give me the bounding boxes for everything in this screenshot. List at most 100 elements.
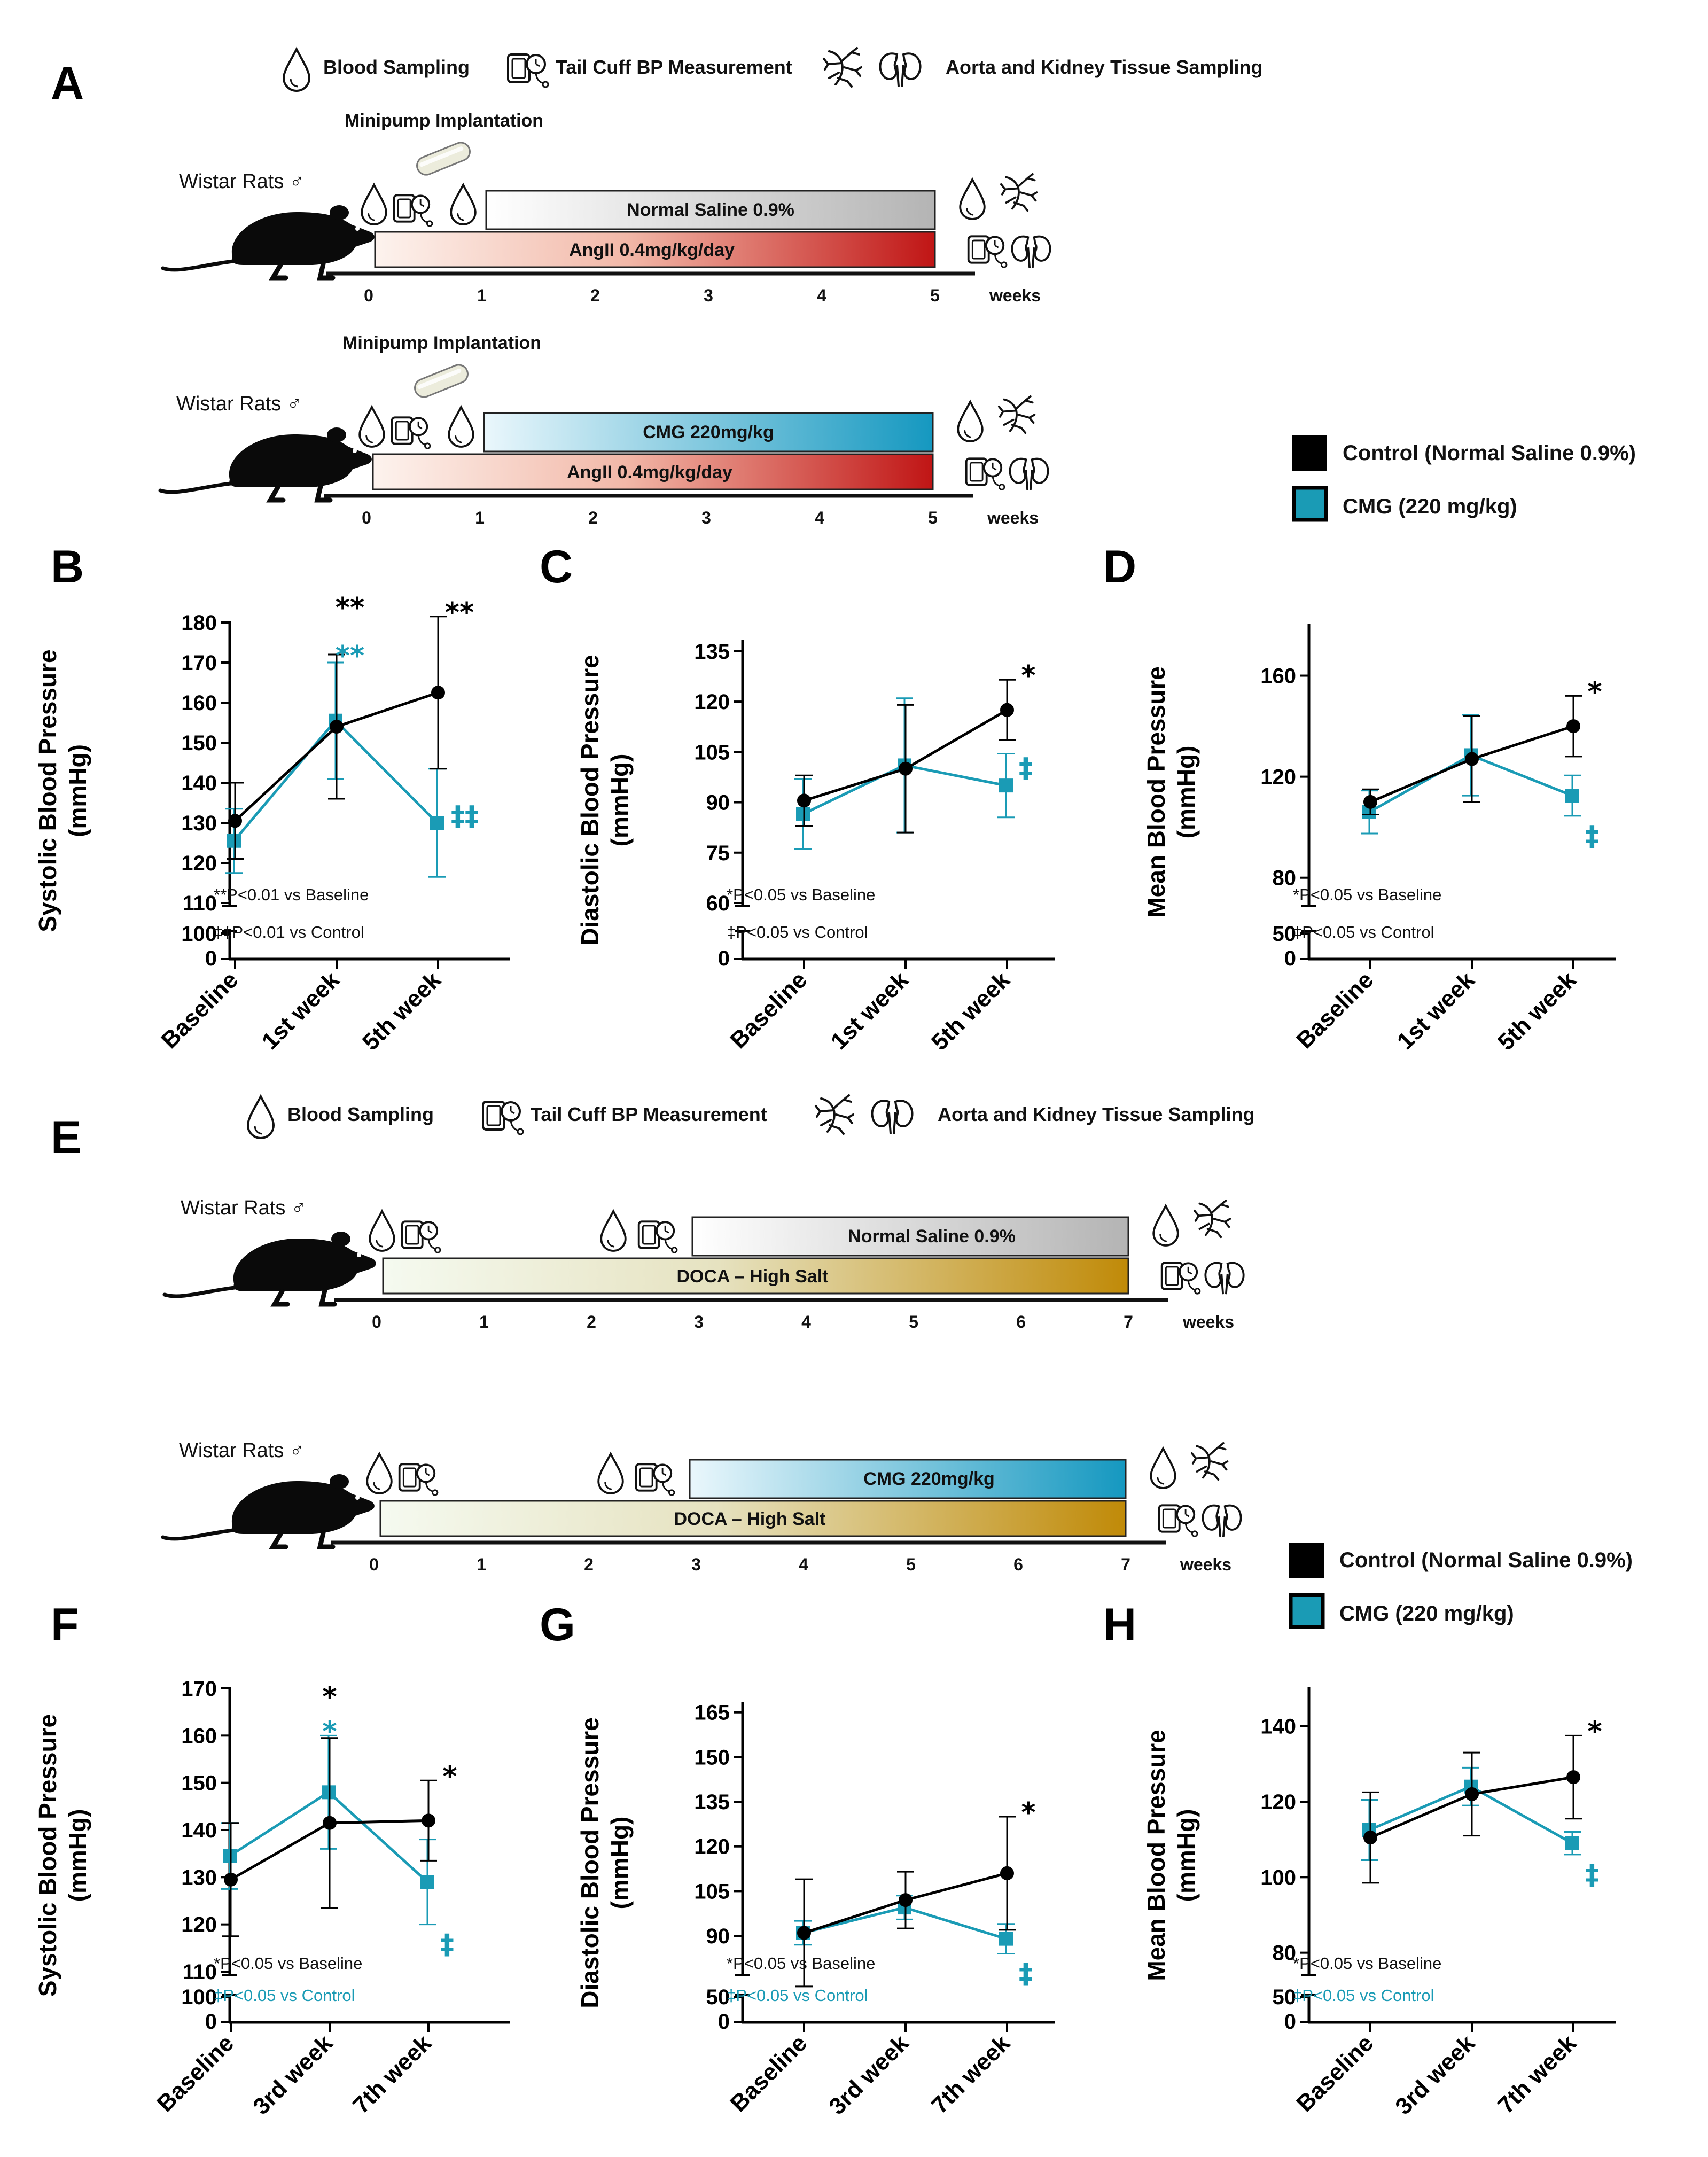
y-tick-label: 75 <box>706 842 730 865</box>
y-tick-label: 100 <box>1260 1866 1296 1889</box>
timeline-tick: 1 <box>477 286 487 305</box>
significance-marker: ‡ <box>1585 1859 1599 1891</box>
kidney-icon <box>879 52 922 88</box>
panel-label-A: A <box>51 58 84 109</box>
kidney-icon <box>871 1100 914 1135</box>
y-tick-label: 120 <box>1260 766 1296 789</box>
y-tick-label: 50 <box>1273 1985 1297 2009</box>
treatment-bar-top <box>689 1459 1127 1499</box>
series-legend: Control (Normal Saline 0.9%) CMG (220 mg/… <box>1292 435 1636 522</box>
y-tick-label: 100 <box>181 1985 217 2009</box>
aorta-icon <box>1190 1442 1229 1481</box>
bp-cuff-icon <box>398 1463 439 1497</box>
timeline-tick: 4 <box>817 286 826 305</box>
legend-label-control: Control (Normal Saline 0.9%) <box>1343 441 1636 465</box>
y-tick-label: 105 <box>694 1880 730 1903</box>
data-point-cmg <box>223 1849 237 1863</box>
x-tick-label: Baseline <box>1291 2030 1378 2117</box>
significance-marker: * <box>442 1761 457 1793</box>
y-axis-title: Diastolic Blood Pressure (mmHg) <box>576 1717 634 2008</box>
x-tick-label: Baseline <box>152 2030 239 2117</box>
chart-D: 80 120 160 500 Mean Blood Pressure (mmHg) Base… <box>1142 624 1616 1056</box>
panel-label-F: F <box>51 1599 79 1650</box>
y-tick-label: 90 <box>706 791 730 815</box>
legend-swatch-control <box>1289 1543 1324 1578</box>
aorta-icon <box>823 47 862 88</box>
note-control: ‡‡P<0.01 vs Control <box>214 923 364 941</box>
legend-label-cmg: CMG (220 mg/kg) <box>1339 1602 1514 1625</box>
y-tick-label: 135 <box>694 640 730 664</box>
significance-marker: * <box>1021 1797 1035 1829</box>
note-baseline: *P<0.05 vs Baseline <box>214 1954 362 1973</box>
y-tick-label: 160 <box>1260 665 1296 688</box>
timeline-tick: 0 <box>364 286 373 305</box>
kidney-icon <box>1009 457 1049 492</box>
data-point-control <box>1465 752 1479 766</box>
note-control: ‡P<0.05 vs Control <box>727 923 868 941</box>
bp-cuff-icon <box>507 53 549 88</box>
icon-legend: Blood Sampling Tail Cuff BP Measurement Ao… <box>247 1094 1254 1139</box>
timeline-tick: 5 <box>930 286 940 305</box>
timeline-tick: 7 <box>1121 1555 1130 1574</box>
y-tick-label: 180 <box>181 611 217 635</box>
panel-label-H: H <box>1103 1599 1136 1650</box>
y-tick-label: 170 <box>181 651 217 675</box>
x-tick-label: Baseline <box>725 2030 812 2117</box>
timeline-tick: 2 <box>590 286 600 305</box>
blood-drop-icon <box>450 183 477 225</box>
blood-drop-icon <box>283 48 310 92</box>
legend-tissue-sampling: Aorta and Kidney Tissue Sampling <box>938 1103 1254 1125</box>
minipump-icon <box>411 361 472 401</box>
y-tick-label: 170 <box>181 1677 217 1701</box>
y-tick-label: 110 <box>182 1960 217 1984</box>
timeline-tick: 4 <box>801 1312 811 1331</box>
blood-drop-icon <box>366 1452 393 1494</box>
legend-swatch-control <box>1292 435 1327 471</box>
chart-H: 80 100 120 140 500 Mean Blood Pressure (mmHg) B… <box>1142 1687 1616 2120</box>
data-point-control <box>224 1872 238 1887</box>
timeline-tick: 5 <box>909 1312 918 1331</box>
bp-cuff-icon <box>391 416 431 450</box>
y-tick-label: 120 <box>181 1913 217 1937</box>
significance-marker: ‡ <box>440 1929 454 1961</box>
legend-label-cmg: CMG (220 mg/kg) <box>1343 495 1517 518</box>
x-tick-label: Baseline <box>1291 967 1378 1054</box>
data-point-control <box>1566 1770 1580 1785</box>
bp-cuff-icon <box>1160 1262 1201 1295</box>
y-axis-title: Systolic Blood Pressure (mmHg) <box>34 1714 91 1997</box>
data-point-control <box>431 686 445 700</box>
data-point-control <box>797 1926 811 1940</box>
significance-marker: * <box>322 1716 337 1748</box>
bp-cuff-icon <box>393 194 433 228</box>
y-tick-label: 120 <box>1260 1790 1296 1814</box>
timeline-tick: 6 <box>1016 1312 1026 1331</box>
blood-drop-icon <box>957 401 984 442</box>
y-tick-label: 110 <box>182 892 217 915</box>
data-point-cmg <box>1565 1836 1579 1850</box>
panel-label-C: C <box>540 541 573 593</box>
note-control: ‡P<0.05 vs Control <box>1293 1986 1434 2005</box>
data-point-cmg <box>796 807 810 821</box>
y-axis-title: Systolic Blood Pressure (mmHg) <box>34 649 91 932</box>
y-axis-title: Mean Blood Pressure (mmHg) <box>1142 1730 1200 1981</box>
note-control: ‡P<0.05 vs Control <box>214 1986 355 2005</box>
significance-marker: ** <box>336 640 364 672</box>
rat-silhouette <box>160 427 372 500</box>
minipump-icon <box>413 139 474 178</box>
x-tick-label: 5th week <box>357 967 446 1055</box>
significance-marker: ‡ <box>1019 1958 1033 1990</box>
panel-label-E: E <box>51 1112 81 1163</box>
timeline-tick: 3 <box>704 286 713 305</box>
y-axis-title-line1: Diastolic Blood Pressure <box>576 655 604 946</box>
data-point-cmg <box>999 1932 1013 1946</box>
x-tick-label: Baseline <box>725 967 812 1054</box>
significance-marker: ** <box>445 597 474 629</box>
y-tick-label: 140 <box>181 1819 217 1842</box>
kidney-icon <box>1011 235 1051 269</box>
treatment-bar-bottom <box>374 231 936 268</box>
bp-cuff-icon <box>482 1101 524 1135</box>
x-tick-label: 1st week <box>1392 967 1480 1055</box>
timeline-tick: 7 <box>1124 1312 1133 1331</box>
